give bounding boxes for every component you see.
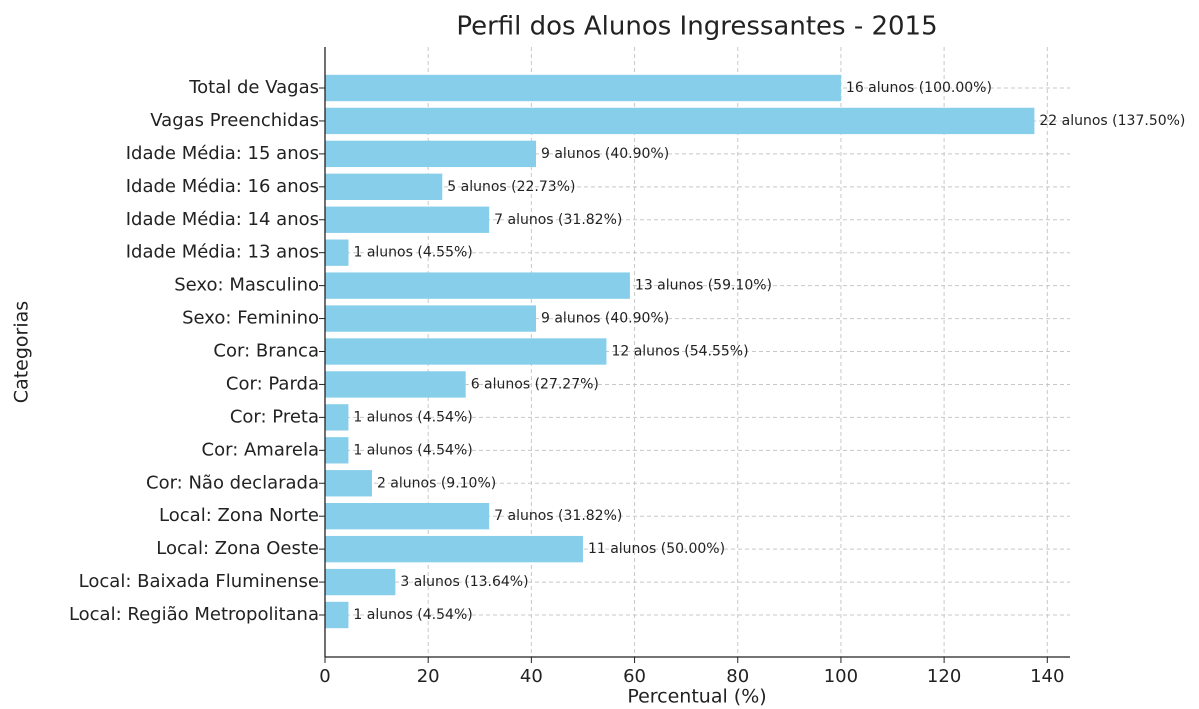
x-axis-label: Percentual (%)	[627, 686, 766, 708]
x-tick-label: 20	[417, 666, 440, 687]
data-label: 1 alunos (4.54%)	[353, 442, 472, 458]
y-tick-label: Total de Vagas	[188, 77, 319, 98]
y-tick-label: Idade Média: 14 anos	[126, 209, 319, 230]
y-tick-label: Local: Região Metropolitana	[69, 604, 319, 625]
data-label: 2 alunos (9.10%)	[377, 475, 496, 491]
data-label: 1 alunos (4.54%)	[353, 607, 472, 623]
bar	[325, 338, 607, 365]
data-label: 1 alunos (4.55%)	[353, 245, 472, 261]
chart-title: Perfil dos Alunos Ingressantes - 2015	[456, 12, 937, 42]
y-tick-label: Cor: Amarela	[202, 439, 319, 460]
x-tick-label: 100	[824, 666, 858, 687]
y-tick-label: Idade Média: 16 anos	[126, 176, 319, 197]
y-axis-label: Categorias	[11, 301, 33, 403]
bar	[325, 173, 443, 200]
y-tick-label: Idade Média: 13 anos	[126, 242, 319, 263]
x-tick-label: 80	[726, 666, 749, 687]
y-tick-label: Local: Zona Oeste	[156, 538, 319, 559]
data-label: 16 alunos (100.00%)	[846, 80, 992, 96]
bar	[325, 206, 490, 233]
data-label: 9 alunos (40.90%)	[541, 146, 669, 162]
y-tick-label: Sexo: Feminino	[182, 308, 319, 329]
bar	[325, 305, 537, 332]
bar	[325, 601, 349, 629]
y-tick-label: Cor: Branca	[213, 341, 319, 362]
data-label: 7 alunos (31.82%)	[494, 212, 622, 228]
x-tick-label: 140	[1030, 666, 1064, 687]
data-label: 12 alunos (54.55%)	[611, 344, 748, 360]
bar	[325, 74, 841, 102]
data-label: 6 alunos (27.27%)	[471, 376, 599, 392]
x-tick-label: 0	[319, 666, 330, 687]
y-tick-label: Sexo: Masculino	[174, 275, 319, 296]
bar	[325, 470, 372, 497]
bar	[325, 371, 466, 398]
data-label: 11 alunos (50.00%)	[588, 541, 725, 557]
x-tick-label: 120	[927, 666, 961, 687]
data-label: 22 alunos (137.50%)	[1039, 113, 1185, 129]
bar	[325, 107, 1035, 135]
y-tick-label: Vagas Preenchidas	[150, 110, 319, 131]
x-tick-label: 40	[520, 666, 543, 687]
bar	[325, 535, 583, 563]
data-label: 5 alunos (22.73%)	[447, 179, 575, 195]
bar	[325, 140, 537, 168]
data-label: 3 alunos (13.64%)	[400, 574, 528, 590]
bar	[325, 272, 630, 299]
y-tick-label: Cor: Parda	[226, 373, 319, 394]
bar	[325, 239, 349, 266]
data-label: 9 alunos (40.90%)	[541, 311, 669, 327]
y-tick-label: Local: Zona Norte	[159, 505, 319, 526]
data-label: 13 alunos (59.10%)	[635, 278, 772, 294]
data-label: 7 alunos (31.82%)	[494, 508, 622, 524]
y-tick-label: Local: Baixada Fluminense	[79, 571, 319, 592]
data-label: 1 alunos (4.54%)	[353, 409, 472, 425]
x-tick-label: 60	[623, 666, 646, 687]
y-tick-label: Cor: Não declarada	[146, 472, 319, 493]
y-tick-label: Idade Média: 15 anos	[126, 143, 319, 164]
bar	[325, 503, 490, 530]
bar	[325, 568, 396, 596]
bar	[325, 437, 349, 464]
bar	[325, 404, 349, 431]
y-tick-label: Cor: Preta	[230, 406, 319, 427]
